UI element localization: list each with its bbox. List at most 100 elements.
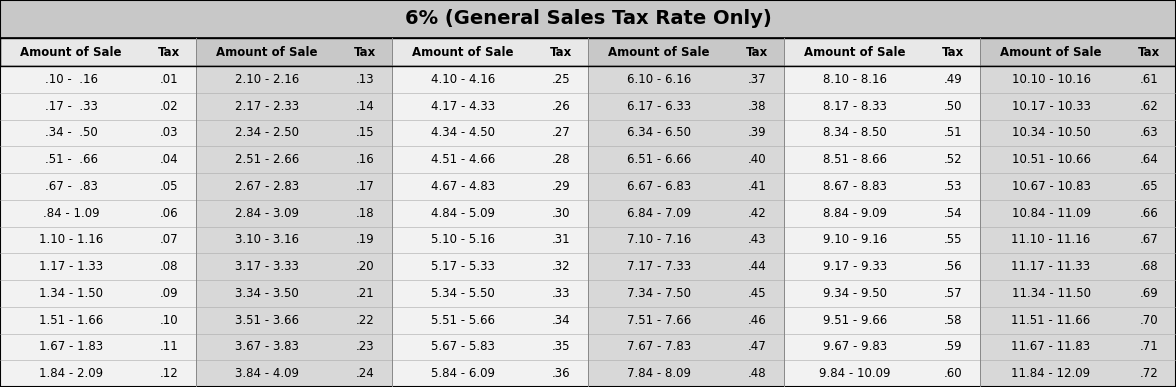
- Text: 6% (General Sales Tax Rate Only): 6% (General Sales Tax Rate Only): [405, 10, 771, 29]
- Text: .62: .62: [1140, 99, 1158, 113]
- Text: 10.34 - 10.50: 10.34 - 10.50: [1011, 127, 1090, 139]
- Text: Amount of Sale: Amount of Sale: [20, 46, 122, 58]
- Text: .16: .16: [355, 153, 374, 166]
- Text: 1.34 - 1.50: 1.34 - 1.50: [39, 287, 103, 300]
- Text: .01: .01: [160, 73, 179, 86]
- Text: Amount of Sale: Amount of Sale: [413, 46, 514, 58]
- Bar: [196, 360, 392, 387]
- Text: .42: .42: [748, 207, 767, 220]
- Text: Tax: Tax: [942, 46, 964, 58]
- Text: .51: .51: [943, 127, 962, 139]
- Text: 6.67 - 6.83: 6.67 - 6.83: [627, 180, 691, 193]
- Text: .84 - 1.09: .84 - 1.09: [42, 207, 99, 220]
- Text: 2.51 - 2.66: 2.51 - 2.66: [235, 153, 299, 166]
- Bar: [392, 146, 588, 173]
- Text: .48: .48: [748, 367, 767, 380]
- Text: Amount of Sale: Amount of Sale: [1001, 46, 1102, 58]
- Bar: [0, 66, 196, 93]
- Text: .04: .04: [160, 153, 179, 166]
- Text: 4.67 - 4.83: 4.67 - 4.83: [430, 180, 495, 193]
- Text: .67: .67: [1140, 233, 1158, 247]
- Text: 5.51 - 5.66: 5.51 - 5.66: [432, 313, 495, 327]
- Text: .67 -  .83: .67 - .83: [45, 180, 98, 193]
- Text: .39: .39: [748, 127, 767, 139]
- Text: 5.84 - 6.09: 5.84 - 6.09: [432, 367, 495, 380]
- Text: .37: .37: [748, 73, 767, 86]
- Text: 11.17 - 11.33: 11.17 - 11.33: [1011, 260, 1090, 273]
- Text: .36: .36: [552, 367, 570, 380]
- Bar: [784, 66, 980, 93]
- Text: 5.10 - 5.16: 5.10 - 5.16: [432, 233, 495, 247]
- Text: 1.51 - 1.66: 1.51 - 1.66: [39, 313, 103, 327]
- Bar: [392, 200, 588, 226]
- Bar: [196, 334, 392, 360]
- Text: 4.17 - 4.33: 4.17 - 4.33: [430, 99, 495, 113]
- Text: .52: .52: [943, 153, 962, 166]
- Text: 1.84 - 2.09: 1.84 - 2.09: [39, 367, 103, 380]
- Bar: [392, 360, 588, 387]
- Text: .53: .53: [944, 180, 962, 193]
- Bar: [392, 66, 588, 93]
- Text: Amount of Sale: Amount of Sale: [804, 46, 906, 58]
- Bar: [980, 66, 1176, 93]
- Text: .50: .50: [944, 99, 962, 113]
- Text: .30: .30: [552, 207, 570, 220]
- Text: 7.67 - 7.83: 7.67 - 7.83: [627, 341, 691, 353]
- Bar: [980, 146, 1176, 173]
- Text: 3.51 - 3.66: 3.51 - 3.66: [235, 313, 299, 327]
- Text: 5.17 - 5.33: 5.17 - 5.33: [432, 260, 495, 273]
- Text: 11.10 - 11.16: 11.10 - 11.16: [1011, 233, 1090, 247]
- Text: .59: .59: [943, 341, 962, 353]
- Text: 10.10 - 10.16: 10.10 - 10.16: [1011, 73, 1090, 86]
- Bar: [784, 93, 980, 120]
- Text: 3.67 - 3.83: 3.67 - 3.83: [235, 341, 299, 353]
- Text: .43: .43: [748, 233, 767, 247]
- Text: .38: .38: [748, 99, 767, 113]
- Text: .31: .31: [552, 233, 570, 247]
- Bar: [196, 307, 392, 334]
- Text: .34 -  .50: .34 - .50: [45, 127, 98, 139]
- Text: 6.34 - 6.50: 6.34 - 6.50: [627, 127, 691, 139]
- Bar: [588, 253, 784, 280]
- Text: .11: .11: [160, 341, 179, 353]
- Bar: [196, 200, 392, 226]
- Text: 10.51 - 10.66: 10.51 - 10.66: [1011, 153, 1090, 166]
- Text: .70: .70: [1140, 313, 1158, 327]
- Bar: [784, 253, 980, 280]
- Text: 8.67 - 8.83: 8.67 - 8.83: [823, 180, 887, 193]
- Text: .14: .14: [355, 99, 374, 113]
- Bar: [588, 360, 784, 387]
- Text: .68: .68: [1140, 260, 1158, 273]
- Text: 7.34 - 7.50: 7.34 - 7.50: [627, 287, 691, 300]
- Text: .06: .06: [160, 207, 179, 220]
- Text: .10: .10: [160, 313, 179, 327]
- Text: 4.84 - 5.09: 4.84 - 5.09: [432, 207, 495, 220]
- Text: .24: .24: [355, 367, 374, 380]
- Text: Tax: Tax: [550, 46, 573, 58]
- Text: 5.67 - 5.83: 5.67 - 5.83: [432, 341, 495, 353]
- Text: 6.17 - 6.33: 6.17 - 6.33: [627, 99, 691, 113]
- Bar: [588, 93, 784, 120]
- Text: .32: .32: [552, 260, 570, 273]
- Text: Tax: Tax: [354, 46, 376, 58]
- Text: Tax: Tax: [158, 46, 180, 58]
- Text: 2.10 - 2.16: 2.10 - 2.16: [235, 73, 299, 86]
- Bar: [196, 38, 392, 66]
- Text: 2.67 - 2.83: 2.67 - 2.83: [235, 180, 299, 193]
- Text: Tax: Tax: [746, 46, 768, 58]
- Bar: [392, 280, 588, 307]
- Bar: [980, 280, 1176, 307]
- Text: .08: .08: [160, 260, 179, 273]
- Bar: [0, 200, 196, 226]
- Bar: [980, 200, 1176, 226]
- Text: .03: .03: [160, 127, 179, 139]
- Text: .18: .18: [355, 207, 374, 220]
- Text: .29: .29: [552, 180, 570, 193]
- Text: 9.67 - 9.83: 9.67 - 9.83: [823, 341, 887, 353]
- Bar: [784, 226, 980, 253]
- Bar: [588, 307, 784, 334]
- Text: .10 -  .16: .10 - .16: [45, 73, 98, 86]
- Text: 8.34 - 8.50: 8.34 - 8.50: [823, 127, 887, 139]
- Bar: [588, 280, 784, 307]
- Text: .64: .64: [1140, 153, 1158, 166]
